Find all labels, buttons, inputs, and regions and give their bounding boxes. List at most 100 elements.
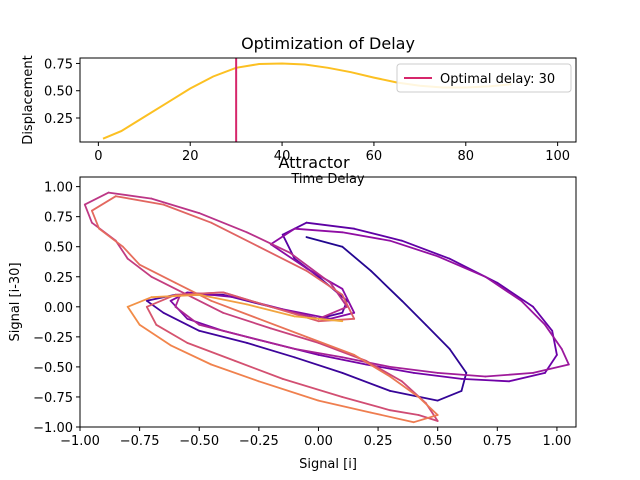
- trajectory-segment: [245, 231, 291, 254]
- trajectory-segment: [293, 347, 344, 359]
- trajectory-segment: [174, 305, 201, 326]
- trajectory-segment: [417, 396, 439, 416]
- y-tick-label: −1.00: [33, 421, 73, 436]
- x-tick-label: 60: [366, 149, 383, 164]
- attractor-x-label: Signal [i]: [299, 457, 357, 472]
- trajectory-segment: [150, 275, 189, 296]
- trajectory-segment: [155, 323, 189, 344]
- trajectory-segment: [305, 221, 356, 230]
- trajectory-segment: [138, 323, 172, 347]
- x-tick-label: 20: [182, 149, 199, 164]
- trajectory-segment: [245, 303, 296, 318]
- trajectory-segment: [269, 243, 308, 270]
- y-tick-label: 0.75: [44, 57, 73, 72]
- trajectory-segment: [162, 203, 213, 224]
- trajectory-segment: [317, 353, 368, 366]
- x-tick-label: 1.00: [542, 434, 571, 449]
- y-tick-label: 0.75: [44, 211, 73, 226]
- delay-chart: Optimization of Delay 0 20 40 60 80 100 0.250…: [21, 34, 577, 187]
- attractor-y-label: Signal [i-30]: [8, 262, 23, 341]
- y-tick-label: 0.50: [44, 85, 73, 100]
- trajectory-segment: [484, 275, 523, 302]
- trajectory-segment: [341, 245, 372, 272]
- y-tick-label: 1.00: [44, 181, 73, 196]
- attractor-x-ticks: −1.00 −0.75 −0.50 −0.25 0.00 0.25 0.50 0.75 1.00: [60, 427, 571, 449]
- trajectory-segment: [389, 389, 439, 402]
- x-tick-label: 100: [545, 149, 570, 164]
- trajectory-segment: [83, 191, 110, 206]
- attractor-chart: −1.00 −0.75 −0.50 −0.25 0.00 0.25 0.50 0.75 1.00…: [8, 153, 577, 472]
- trajectory-segment: [484, 371, 534, 378]
- trajectory-segment: [389, 239, 439, 258]
- x-tick-label: 0.25: [364, 434, 393, 449]
- delay-chart-frame: [79, 57, 577, 143]
- trajectory-segment: [126, 305, 141, 326]
- delay-chart-x-ticks: 0 20 40 60 80 100: [94, 142, 570, 164]
- trajectory-segment: [520, 299, 546, 326]
- trajectory-segment: [198, 329, 248, 344]
- trajectory-segment: [91, 195, 117, 212]
- attractor-frame: [79, 176, 577, 428]
- trajectory-segment: [150, 197, 201, 215]
- trajectory-segment: [234, 359, 284, 380]
- trajectory-segment: [98, 227, 124, 248]
- x-tick-label: −1.00: [60, 434, 100, 449]
- x-tick-label: 0.50: [423, 434, 452, 449]
- trajectory-segment: [198, 323, 248, 338]
- trajectory-segment: [174, 293, 182, 308]
- trajectory-segment: [293, 356, 344, 374]
- trajectory-segment: [532, 363, 570, 374]
- trajectory-segment: [436, 255, 487, 278]
- trajectory-segment: [329, 311, 356, 320]
- trajectory-segment: [389, 365, 439, 374]
- trajectory-segment: [222, 291, 272, 308]
- attractor-y-ticks: −1.00 −0.75 −0.50 −0.25 0.00 0.25 0.50 0.75 1.00: [33, 181, 80, 436]
- trajectory-segment: [460, 377, 511, 383]
- attractor-title: Attractor: [278, 153, 349, 172]
- y-tick-label: −0.25: [33, 331, 73, 346]
- trajectory-segment: [424, 323, 451, 350]
- y-tick-label: 0.25: [44, 112, 73, 127]
- x-tick-label: 0.00: [304, 434, 333, 449]
- trajectory-segment: [353, 227, 403, 242]
- x-tick-label: −0.75: [120, 434, 160, 449]
- trajectory-segment: [245, 341, 296, 359]
- trajectory-segment: [107, 191, 153, 200]
- x-tick-label: 0.75: [483, 434, 512, 449]
- trajectory-segment: [210, 363, 260, 383]
- trajectory-segment: [560, 347, 570, 366]
- trajectory-segment: [169, 344, 213, 366]
- attractor-plot: [83, 191, 570, 424]
- delay-chart-y-label: Displacement: [21, 55, 36, 144]
- trajectory-segment: [288, 251, 332, 284]
- trajectory-segment: [448, 347, 468, 374]
- trajectory-segment: [222, 311, 272, 330]
- trajectory-segment: [198, 293, 248, 306]
- trajectory-segment: [257, 317, 308, 338]
- trajectory-segment: [508, 371, 546, 383]
- x-tick-label: −0.25: [239, 434, 279, 449]
- trajectory-segment: [281, 377, 344, 398]
- trajectory-segment: [400, 299, 427, 326]
- trajectory-segment: [341, 287, 356, 314]
- legend-label: Optimal delay: 30: [440, 72, 555, 87]
- trajectory-segment: [145, 299, 165, 314]
- trajectory-segment: [269, 227, 296, 246]
- trajectory-segment: [317, 399, 372, 414]
- trajectory-segment: [436, 371, 487, 378]
- trajectory-segment: [353, 353, 391, 378]
- y-tick-label: −0.50: [33, 361, 73, 376]
- trajectory-segment: [412, 371, 463, 380]
- trajectory-segment: [174, 281, 213, 302]
- trajectory-segment: [293, 227, 344, 234]
- trajectory-segment: [412, 414, 439, 424]
- trajectory-segment: [369, 411, 415, 424]
- trajectory-segment: [122, 245, 141, 266]
- trajectory-segment: [305, 269, 344, 296]
- trajectory-segment: [341, 371, 391, 392]
- trajectory-segment: [114, 195, 165, 206]
- y-tick-label: −0.75: [33, 391, 73, 406]
- trajectory-segment: [198, 212, 248, 234]
- x-tick-label: 80: [458, 149, 475, 164]
